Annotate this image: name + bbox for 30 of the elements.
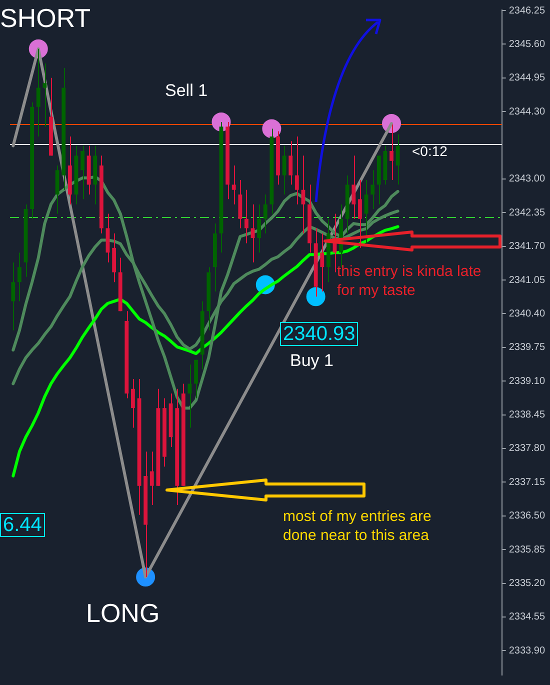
annotation: LONG	[86, 597, 160, 630]
annotation: 2340.93	[280, 322, 358, 346]
y-tick-label: 2336.50	[508, 510, 546, 522]
y-tick-label: 2334.55	[508, 612, 546, 623]
y-tick-label: 2337.80	[508, 443, 546, 454]
annotation: Buy 1	[290, 350, 334, 372]
annotation: this entry is kinda late for my taste	[337, 263, 482, 300]
y-tick-label: 2339.75	[508, 342, 546, 354]
y-tick-label: 2342.35	[508, 207, 546, 218]
y-tick-label: 2339.10	[508, 376, 546, 387]
y-tick-label: 2340.40	[508, 308, 546, 320]
y-tick-label: 2333.90	[508, 645, 546, 656]
y-tick-label: 2337.15	[508, 476, 546, 488]
y-tick-label: 2341.05	[508, 274, 546, 286]
y-tick-label: 2346.25	[508, 5, 546, 16]
y-tick-label: 2344.95	[508, 72, 546, 84]
annotation: 6.44	[0, 513, 45, 537]
point	[306, 287, 326, 306]
y-tick-label: 2344.30	[508, 106, 546, 118]
y-tick-label: 2338.45	[508, 410, 546, 421]
annotation: Sell 1	[165, 80, 208, 102]
y-tick-label: 2335.20	[508, 578, 546, 590]
annotation: SHORT	[0, 2, 91, 34]
point	[262, 119, 282, 138]
y-tick-label: 2335.85	[508, 544, 546, 556]
annotation: <0:12	[412, 143, 448, 160]
y-tick-label: 2345.60	[508, 38, 546, 50]
y-tick-label: 2341.70	[508, 241, 546, 252]
annotation: most of my entries are done near to this area	[283, 508, 432, 546]
y-tick-label: 2343.00	[508, 174, 546, 185]
